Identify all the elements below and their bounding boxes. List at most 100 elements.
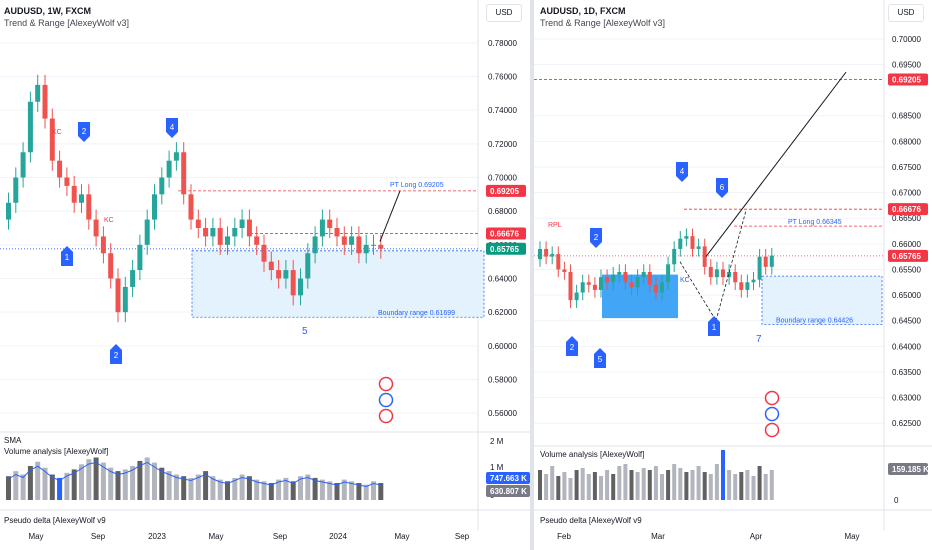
- left-event-2-icon: [378, 392, 394, 408]
- left-volume-bar: [13, 471, 19, 500]
- right-event-2-icon: [764, 406, 780, 422]
- right-volume-bar: [586, 474, 591, 500]
- left-volume-bar: [42, 467, 48, 500]
- right-chart-svg[interactable]: 0.70000 0.69500 0.68500 0.68000 0.67500 0.670…: [534, 0, 932, 550]
- left-candle: [166, 160, 172, 178]
- left-marker-2-top: 2: [82, 127, 87, 136]
- right-volume-bar: [666, 470, 671, 500]
- left-candle: [93, 219, 99, 237]
- left-volume-bar: [268, 483, 274, 500]
- left-tag-last-bg: [486, 242, 526, 255]
- left-candle: [137, 244, 143, 271]
- left-volume-bar: [64, 472, 70, 500]
- left-candle: [283, 270, 289, 279]
- right-candle: [660, 282, 664, 293]
- left-target-arrow: [379, 190, 401, 242]
- right-volume-tick: 0: [894, 496, 899, 505]
- left-candle: [108, 253, 114, 279]
- right-chart-panel[interactable]: 0.70000 0.69500 0.68500 0.68000 0.67500 0.670…: [534, 0, 932, 550]
- left-candle: [20, 152, 26, 178]
- right-tag-resistance: 0.66676: [892, 205, 921, 214]
- left-volume-bar: [232, 477, 238, 500]
- left-vol-tag-1: 747.663 K: [490, 474, 527, 483]
- left-volume-bar: [71, 469, 77, 500]
- right-volume-bar: [635, 472, 640, 500]
- left-candle: [71, 185, 77, 203]
- left-volume-bar: [6, 476, 11, 500]
- right-x-label: Feb: [557, 532, 571, 541]
- right-candle: [635, 277, 640, 288]
- left-candle: [319, 219, 325, 237]
- left-marker-4: 4: [170, 123, 175, 132]
- left-currency-button[interactable]: USD: [486, 4, 522, 22]
- right-y-tick: 0.70000: [892, 35, 921, 44]
- right-marker-1: 1: [712, 323, 717, 332]
- left-x-label: Sep: [90, 532, 106, 541]
- left-volume-bar: [378, 483, 384, 500]
- left-volume-bar: [27, 466, 33, 500]
- right-y-tick: 0.64500: [892, 317, 921, 326]
- right-x-label: May: [844, 532, 860, 541]
- panel-divider[interactable]: [530, 0, 534, 550]
- right-candle: [672, 248, 677, 265]
- left-kc-label-1: KC: [52, 129, 62, 136]
- left-candle: [254, 236, 260, 245]
- right-volume-bar: [568, 478, 573, 500]
- right-volume-bar: [714, 464, 719, 500]
- right-vol-tag: 159.185 K: [892, 465, 929, 474]
- left-time-axis[interactable]: May Sep 2023 May Sep 2024 May Sep: [0, 532, 478, 548]
- left-candle: [115, 278, 121, 313]
- left-marker-4-shape: [166, 118, 178, 138]
- right-volume-bar: [605, 470, 610, 500]
- right-candle: [538, 248, 542, 260]
- right-volume-bar: [739, 472, 744, 500]
- left-candle: [210, 228, 216, 237]
- left-x-label: May: [208, 532, 224, 541]
- left-volume-bar: [100, 462, 106, 500]
- left-volume-bar: [130, 466, 136, 500]
- left-y-tick: 0.70000: [488, 174, 517, 183]
- right-currency-button[interactable]: USD: [888, 4, 924, 22]
- right-boundary-label: Boundary range 0.64426: [776, 317, 853, 324]
- left-vol-tag-2: 630.807 K: [490, 487, 527, 496]
- left-volume-bar: [239, 474, 245, 500]
- left-y-tick: 0.58000: [488, 376, 517, 385]
- left-candle: [239, 219, 245, 228]
- right-candle: [562, 269, 567, 272]
- right-candle: [617, 272, 622, 275]
- right-indicator-title: Trend & Range [AlexeyWolf v3]: [540, 18, 666, 28]
- right-candle: [544, 248, 549, 257]
- left-volume-bar: [137, 460, 143, 500]
- right-volume-bar: [550, 466, 555, 500]
- right-candle: [714, 269, 719, 278]
- left-y-tick: 0.62000: [488, 308, 517, 317]
- right-event-1-icon: [764, 390, 780, 406]
- right-volume-bar: [629, 470, 634, 500]
- left-marker-2-top-shape: [78, 122, 90, 142]
- left-volume-bar: [327, 481, 333, 500]
- left-vol-tag-2-bg: [486, 485, 530, 497]
- left-volume-bar: [35, 461, 41, 500]
- right-time-axis[interactable]: Feb Mar Apr May: [534, 532, 884, 548]
- left-volume-bar: [319, 479, 325, 500]
- left-chart-svg[interactable]: 0.78000 0.76000 0.74000 0.72000 0.70000 0.680…: [0, 0, 530, 550]
- left-volume-bar: [115, 471, 121, 500]
- right-target-arrow: [705, 71, 847, 257]
- right-y-tick: 0.64000: [892, 342, 921, 351]
- right-kc-label: KC: [680, 277, 690, 284]
- right-candle: [611, 274, 616, 283]
- right-rpl-label: RPL: [548, 222, 562, 229]
- right-volume-bar: [574, 470, 579, 500]
- right-candle: [745, 282, 750, 290]
- right-volume-bar: [745, 470, 750, 500]
- left-candle: [79, 194, 84, 203]
- left-volume-bar: [305, 474, 311, 500]
- left-chart-panel[interactable]: 0.78000 0.76000 0.74000 0.72000 0.70000 0.680…: [0, 0, 530, 550]
- right-symbol-title: AUDUSD, 1D, FXCM: [540, 6, 626, 16]
- left-candle: [312, 236, 318, 254]
- right-candle: [556, 254, 561, 270]
- left-volume-bar: [152, 462, 157, 500]
- left-event-3-icon: [378, 408, 394, 424]
- right-volume-bar: [611, 474, 616, 500]
- right-candle: [727, 272, 732, 278]
